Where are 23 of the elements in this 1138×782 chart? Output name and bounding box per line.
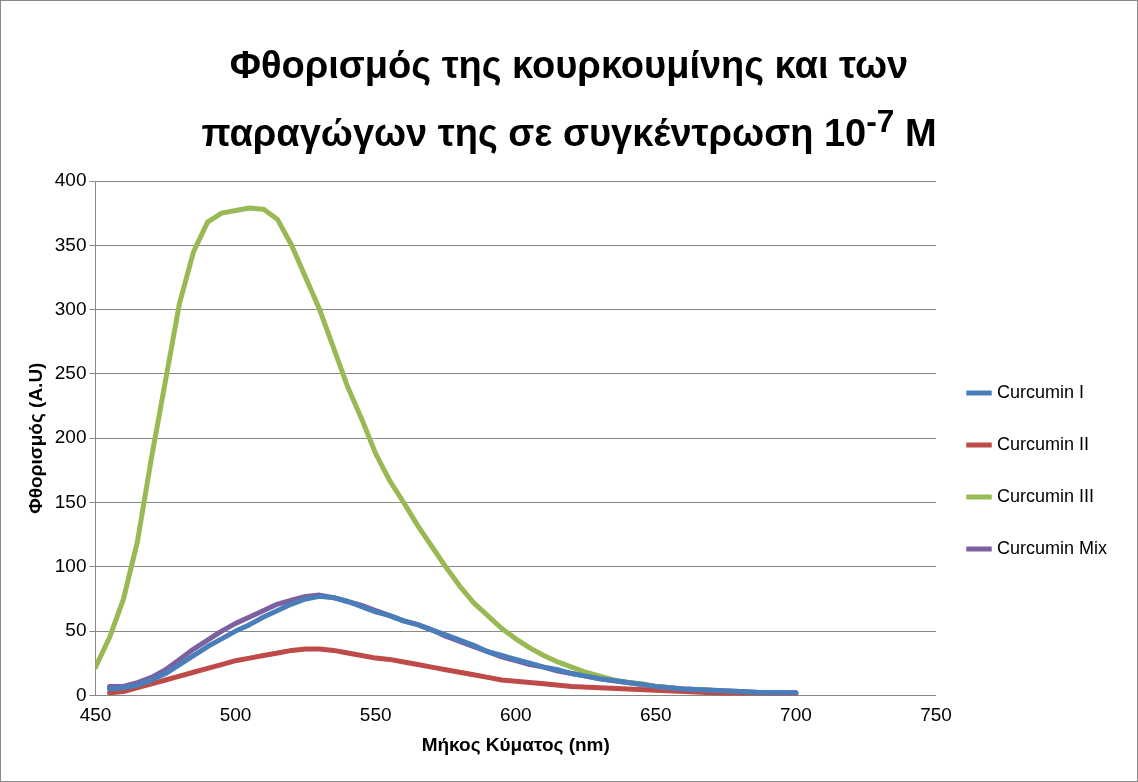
- legend-label: Curcumin III: [996, 485, 1095, 506]
- x-tick-label: 650: [639, 704, 672, 726]
- x-tick-label: 550: [359, 704, 392, 726]
- y-tick-label: 150: [54, 490, 87, 512]
- x-tick-label: 500: [219, 704, 252, 726]
- y-tick-label: 200: [54, 426, 87, 448]
- x-tick-label: 750: [920, 704, 952, 726]
- x-tick-label: 450: [79, 704, 112, 726]
- x-tick-label: 600: [499, 704, 532, 726]
- y-tick-label: 100: [54, 555, 87, 577]
- y-axis-title: Φθορισμός (A.U): [24, 362, 46, 514]
- chart-title: Φθορισμός της κουρκουμίνης και των παραγώγων της σε συγκέντρωση 10$^{-7}$ M: [200, 43, 938, 156]
- y-tick-label: 250: [54, 362, 87, 384]
- x-axis-title: Μήκος Κύματος (nm): [421, 733, 610, 755]
- y-tick-label: 300: [54, 297, 87, 319]
- y-tick-label: 0: [75, 683, 87, 705]
- y-tick-label: 50: [65, 619, 87, 641]
- y-tick-label: 350: [54, 233, 87, 255]
- y-tick-label: 400: [54, 169, 87, 191]
- x-tick-label: 700: [780, 704, 812, 726]
- legend-label: Curcumin II: [996, 433, 1090, 454]
- legend-label: Curcumin Mix: [996, 537, 1107, 558]
- legend-label: Curcumin I: [996, 381, 1085, 402]
